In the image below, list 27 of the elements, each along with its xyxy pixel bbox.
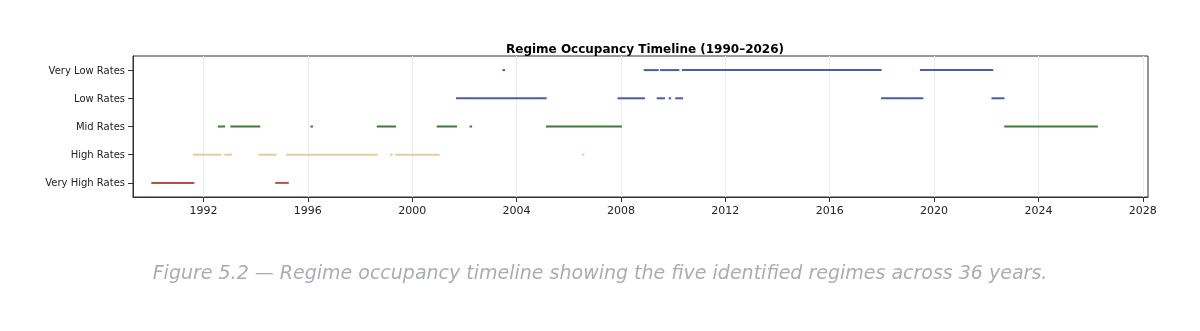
y-tick-label: Very Low Rates [48,64,125,76]
x-tick-label: 1992 [189,204,218,217]
x-tick-label: 2024 [1024,204,1053,217]
y-tick-label: High Rates [70,149,125,161]
bar [456,97,547,100]
bar [681,69,882,72]
x-tick-label: 2028 [1128,204,1157,217]
y-tick-label: Very High Rates [45,177,125,189]
bar [151,181,195,184]
x-tick-label: 2004 [502,204,531,217]
x-tick-label: 2012 [711,204,740,217]
bar [919,69,994,72]
x-tick-label: 2008 [606,204,635,217]
x-tick-label: 2020 [920,204,949,217]
bar [617,97,645,100]
bar [1004,125,1098,128]
bar [275,181,289,184]
y-tick-label: Mid Rates [75,121,125,132]
chart-title: Regime Occupancy Timeline (1990–2026) [505,42,785,56]
bar [656,97,666,100]
x-tick-label: 1996 [293,204,322,217]
x-tick-label: 2000 [398,204,427,217]
x-tick-label: 2016 [815,204,844,217]
bar [675,97,684,100]
bar [502,69,505,72]
caption: Figure 5.2 — Regime occupancy timeline showing the five identified regimes across 36 years. [152,260,1048,283]
y-tick-label: Low Rates [73,92,125,104]
